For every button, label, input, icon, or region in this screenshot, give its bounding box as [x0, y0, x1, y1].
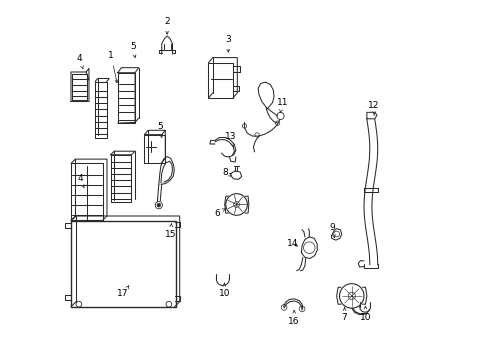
Bar [72, 74, 87, 100]
Text: 12: 12 [367, 101, 379, 115]
Text: 9: 9 [329, 223, 335, 238]
Bar [71, 163, 102, 220]
Text: 8: 8 [222, 168, 231, 177]
Circle shape [157, 203, 160, 207]
Text: 10: 10 [359, 306, 370, 322]
Bar [95, 82, 106, 138]
Text: 17: 17 [117, 286, 129, 298]
Text: 7: 7 [341, 307, 347, 322]
Text: 5: 5 [130, 42, 136, 58]
Bar [144, 135, 165, 163]
Text: 5: 5 [157, 122, 163, 138]
Text: 4: 4 [76, 54, 83, 69]
Bar [110, 155, 131, 202]
Bar [118, 73, 135, 123]
Text: 6: 6 [214, 208, 225, 217]
Text: 10: 10 [218, 283, 230, 298]
Text: 1: 1 [108, 51, 118, 83]
Text: 16: 16 [288, 310, 299, 325]
Text: 11: 11 [276, 98, 287, 113]
Text: 15: 15 [164, 224, 176, 239]
Bar [208, 63, 232, 98]
Text: 2: 2 [164, 17, 169, 34]
Text: 4: 4 [77, 174, 84, 188]
Bar [71, 221, 176, 307]
Text: 3: 3 [225, 35, 231, 52]
Text: 13: 13 [224, 132, 236, 147]
Text: 14: 14 [287, 239, 298, 248]
